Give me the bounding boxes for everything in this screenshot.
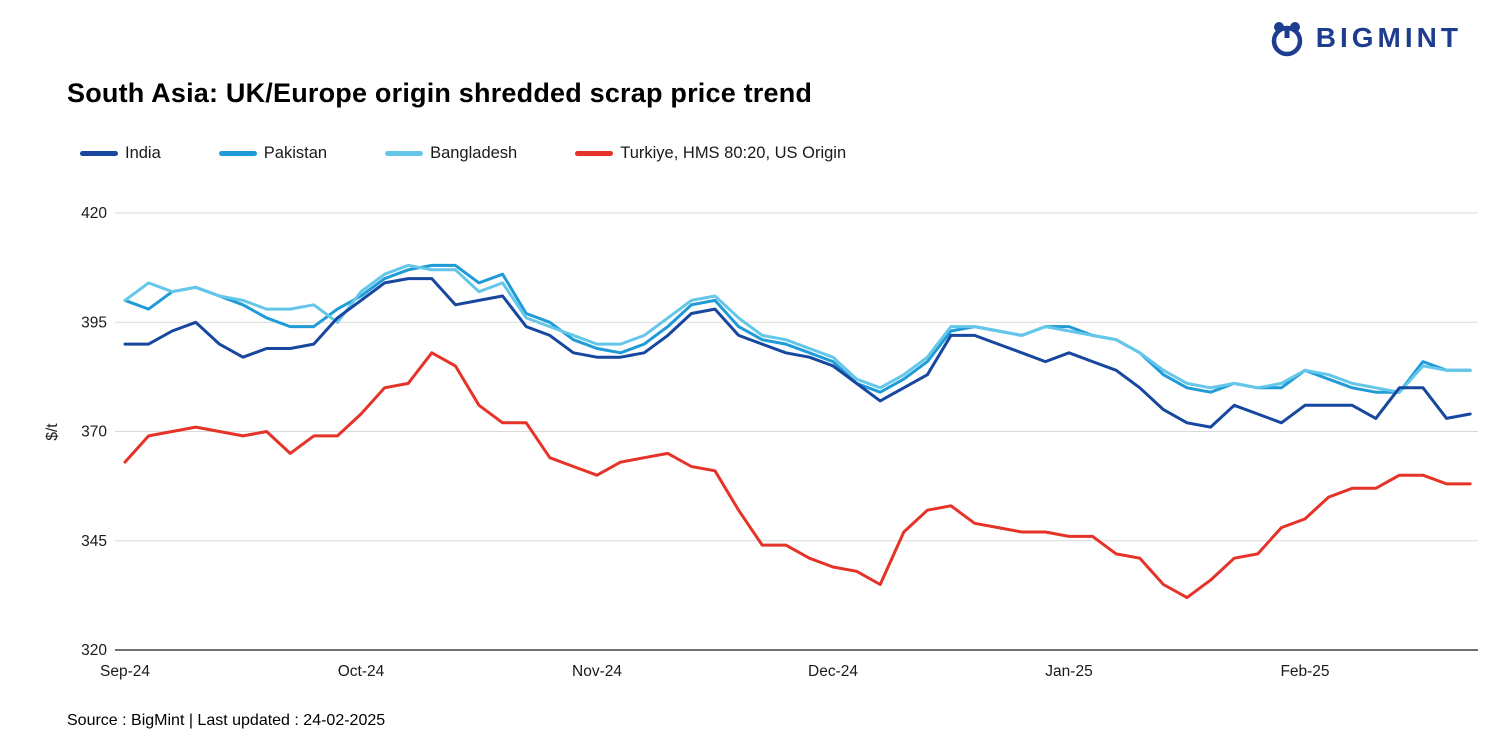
x-tick-label: Nov-24 bbox=[572, 663, 622, 680]
page-title: South Asia: UK/Europe origin shredded sc… bbox=[67, 78, 813, 108]
x-tick-label: Dec-24 bbox=[808, 663, 858, 680]
series-line-turkiye bbox=[123, 351, 1472, 600]
bigmint-logo-icon bbox=[1271, 22, 1303, 57]
y-tick-label: 395 bbox=[81, 314, 107, 331]
y-axis-title: $/t bbox=[44, 423, 61, 441]
x-tick-label: Feb-25 bbox=[1280, 663, 1329, 680]
y-tick-label: 370 bbox=[81, 424, 107, 441]
chart-legend: India Pakistan Bangladesh Turkiye, HMS 80:2… bbox=[80, 144, 846, 163]
brand-name: BIGMINT bbox=[1315, 22, 1462, 53]
y-tick-label: 420 bbox=[81, 205, 107, 222]
legend-label: India bbox=[125, 144, 161, 162]
legend-swatch bbox=[80, 151, 118, 156]
legend-label: Pakistan bbox=[263, 144, 328, 162]
x-tick-label: Sep-24 bbox=[100, 663, 150, 680]
legend-item-turkiye: Turkiye, HMS 80:20, US Origin bbox=[575, 144, 846, 163]
legend-label: Turkiye, HMS 80:20, US Origin bbox=[620, 144, 847, 162]
legend-swatch bbox=[575, 151, 614, 156]
brand-logo: BIGMINT bbox=[1267, 18, 1462, 58]
y-tick-label: 345 bbox=[81, 533, 107, 550]
legend-swatch bbox=[218, 151, 257, 156]
series-line-india bbox=[123, 277, 1472, 429]
legend-swatch bbox=[385, 151, 424, 156]
x-tick-label: Jan-25 bbox=[1045, 663, 1092, 680]
legend-item-pakistan: Pakistan bbox=[218, 144, 328, 163]
series-line-bangladesh bbox=[123, 263, 1472, 394]
legend-item-bangladesh: Bangladesh bbox=[385, 144, 517, 163]
x-tick-label: Oct-24 bbox=[338, 663, 385, 680]
legend-label: Bangladesh bbox=[430, 144, 518, 162]
y-tick-label: 320 bbox=[81, 642, 107, 659]
legend-item-india: India bbox=[80, 144, 161, 163]
source-note: Source : BigMint | Last updated : 24-02-… bbox=[67, 712, 386, 729]
